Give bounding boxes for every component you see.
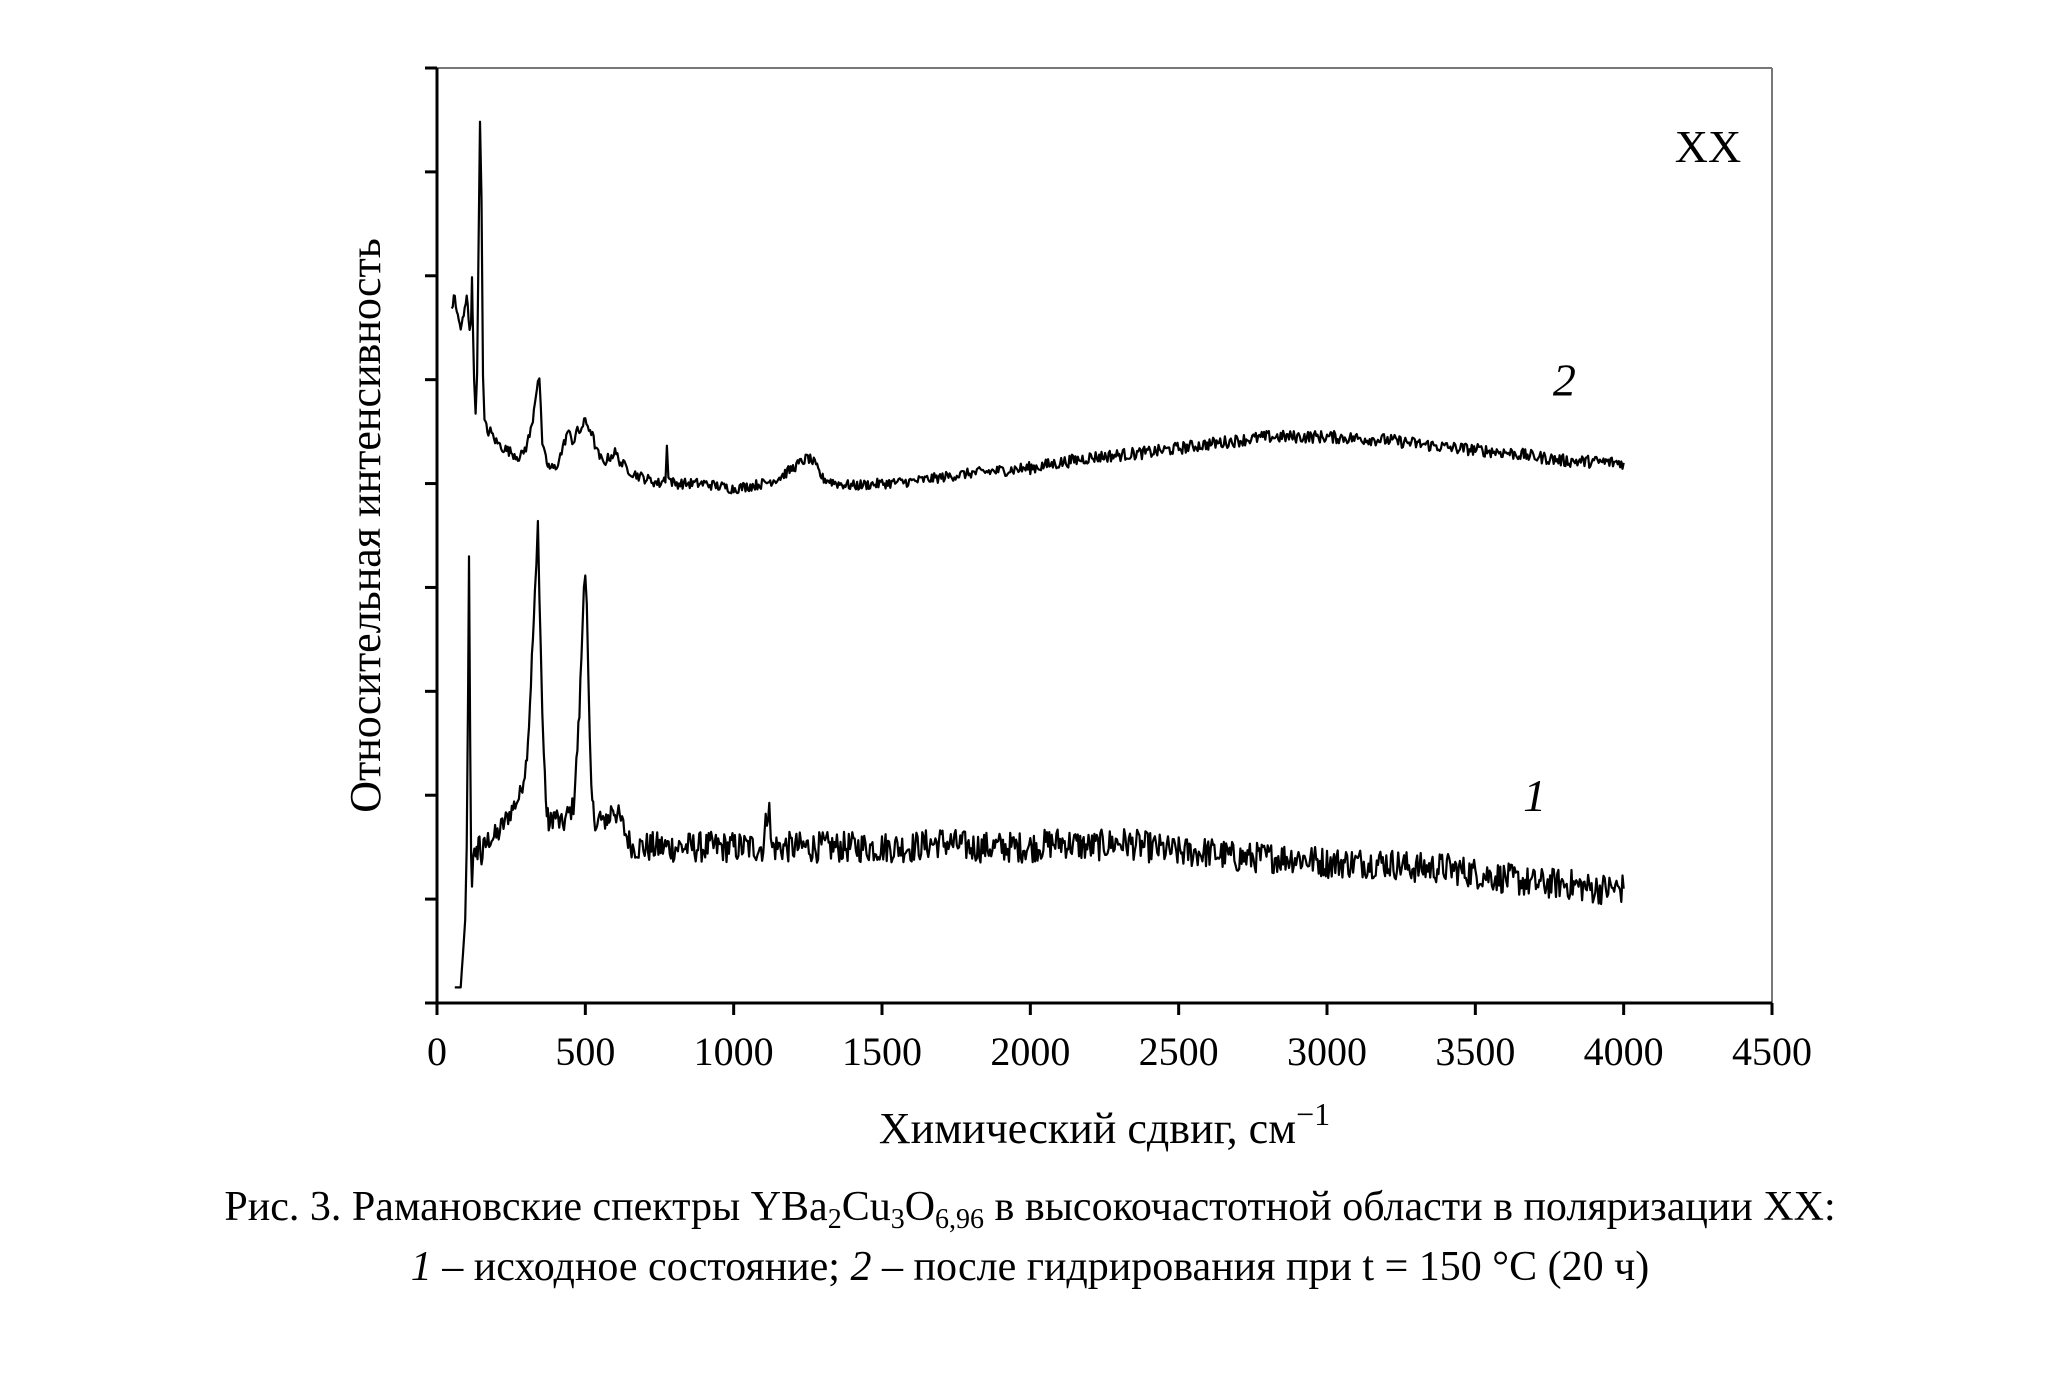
caption-sub-3: 3 [890, 1204, 905, 1235]
x-tick-label: 0 [427, 1029, 447, 1074]
y-axis-title: Относительная интенсивность [341, 238, 390, 813]
x-axis-title: Химический сдвиг, см−1 [879, 1096, 1330, 1153]
x-axis-title-superscript: −1 [1296, 1096, 1330, 1132]
x-tick-label: 2500 [1139, 1029, 1219, 1074]
x-tick-label: 1000 [694, 1029, 774, 1074]
caption-curve-2-number: 2 [850, 1244, 872, 1290]
series-2-label: 2 [1553, 354, 1576, 405]
figure-caption-line-1: Рис. 3. Рамановские спектры YBa2Cu3O6,96… [0, 1180, 2060, 1234]
caption-suffix: в высокочастотной области в поляризации … [984, 1184, 1836, 1230]
caption-curve-1-text: – исходное состояние; [431, 1244, 851, 1290]
series-1-line [454, 519, 1625, 989]
x-tick-label: 4000 [1584, 1029, 1664, 1074]
axes: 0 500 1000 1500 2000 2500 3000 3500 4000 4500 [425, 66, 1812, 1074]
figure-caption-line-2: 1 – исходное состояние; 2 – после гидрир… [0, 1240, 2060, 1294]
caption-o: O [904, 1184, 936, 1230]
caption-sub-2: 2 [827, 1204, 842, 1235]
series-1-label: 1 [1523, 770, 1546, 821]
caption-prefix: Рис. 3. Рамановские спектры YBa [224, 1184, 828, 1230]
x-tick-label: 3500 [1435, 1029, 1515, 1074]
x-tick-label: 2000 [990, 1029, 1070, 1074]
series-2-line [450, 120, 1625, 495]
caption-cu: Cu [841, 1184, 891, 1230]
x-tick-label: 500 [555, 1029, 615, 1074]
caption-curve-2-text: – после гидрирования при t = 150 °C (20 … [871, 1244, 1650, 1290]
x-tick-label: 3000 [1287, 1029, 1367, 1074]
series-layer [450, 120, 1625, 989]
caption-sub-696: 6,96 [935, 1204, 985, 1235]
caption-curve-1-number: 1 [410, 1244, 432, 1290]
polarization-label: XX [1675, 121, 1741, 172]
x-tick-label: 1500 [842, 1029, 922, 1074]
x-tick-label: 4500 [1732, 1029, 1812, 1074]
labels: Химический сдвиг, см−1 Относительная инте… [341, 121, 1741, 1153]
x-axis-title-text: Химический сдвиг, см [879, 1104, 1296, 1153]
